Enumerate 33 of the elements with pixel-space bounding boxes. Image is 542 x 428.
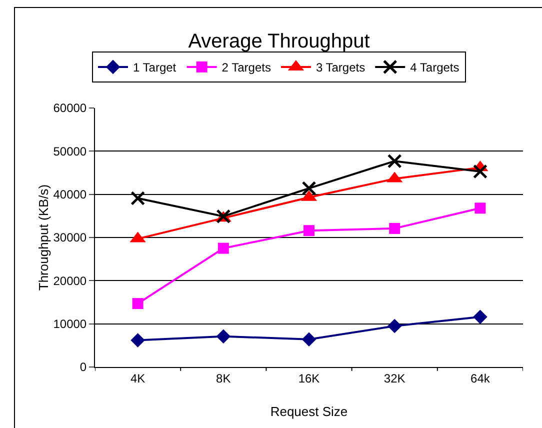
y-tick-label: 40000	[53, 188, 87, 202]
point	[216, 329, 231, 344]
y-axis-title: Throughput (KB/s)	[36, 184, 52, 291]
y-tick-label: 0	[80, 360, 87, 374]
point	[389, 222, 400, 234]
y-tick-label: 30000	[53, 230, 87, 245]
point	[130, 333, 145, 348]
legend-label: 3 Targets	[316, 60, 366, 75]
point	[302, 181, 316, 196]
y-tick-label: 60000	[53, 101, 87, 116]
point	[473, 310, 488, 324]
point	[302, 332, 316, 347]
y-tick-label: 10000	[53, 317, 87, 332]
point	[474, 202, 486, 214]
x-axis-title: Request Size	[270, 404, 348, 419]
legend-label: 2 Targets	[222, 60, 271, 75]
legend-label: 1 Target	[133, 60, 177, 75]
y-tick-label: 50000	[53, 144, 87, 158]
point	[472, 164, 488, 179]
point	[132, 298, 144, 310]
point	[218, 242, 229, 254]
x-tick-label: 16K	[298, 371, 320, 386]
point	[304, 225, 314, 236]
chart-title: Average Throughput	[188, 30, 370, 52]
point	[387, 154, 402, 168]
x-tick-label: 32K	[384, 371, 406, 386]
legend-label: 4 Targets	[410, 60, 460, 75]
x-tick-label: 64k	[470, 371, 491, 386]
point	[130, 190, 146, 206]
x-tick-label: 4K	[130, 371, 146, 386]
x-tick-label: 8K	[216, 371, 231, 386]
y-tick-label: 20000	[53, 274, 87, 288]
point	[387, 318, 402, 334]
